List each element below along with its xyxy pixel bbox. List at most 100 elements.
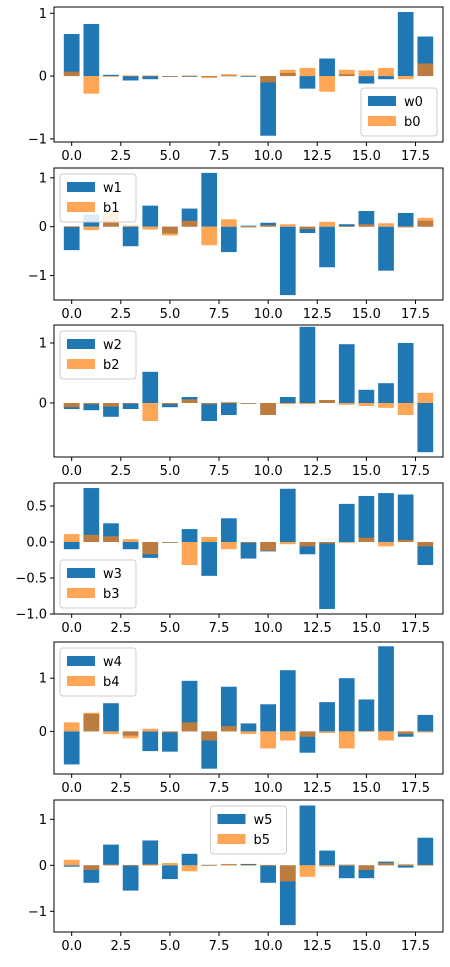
bar-b5-13: [319, 865, 335, 867]
bar-w3-7: [201, 542, 218, 576]
bar-w0-1: [83, 23, 100, 77]
legend-swatch-w0: [368, 96, 396, 106]
bar-b1-11: [279, 224, 296, 227]
xtick-label: 12.5: [303, 781, 332, 796]
bar-b2-16: [378, 403, 394, 408]
axes-frame-4: [53, 641, 444, 775]
bar-b0-2: [103, 76, 119, 77]
xtick-label: 0.0: [61, 781, 82, 796]
bar-b2-2: [103, 403, 119, 407]
legend-label-w1: w1: [103, 181, 122, 196]
axes-frame-1: [53, 167, 444, 301]
ytick-label: 0: [39, 859, 47, 874]
xtick-label: 15.0: [352, 149, 381, 164]
xtick-label: 10.0: [254, 307, 283, 322]
bar-w5-6: [181, 853, 198, 866]
legend-swatch-w3: [67, 568, 95, 578]
bar-b3-9: [240, 542, 257, 543]
bar-w3-1: [83, 488, 100, 543]
xtick-label: 2.5: [110, 464, 131, 479]
bar-w5-5: [162, 865, 178, 880]
ytick-label: 0: [39, 725, 47, 740]
legend-label-w0: w0: [404, 95, 423, 110]
bar-b2-1: [83, 403, 100, 405]
bar-b2-0: [63, 403, 80, 408]
legend-swatch-b1: [67, 202, 95, 212]
bar-w0-3: [122, 76, 139, 81]
bar-b3-17: [397, 539, 414, 543]
bar-w3-0: [63, 542, 80, 550]
ytick-label: −0.5: [15, 572, 47, 587]
legend-label-w2: w2: [103, 338, 122, 353]
bar-b1-10: [260, 225, 277, 227]
axes-frame-3: [53, 482, 444, 615]
xtick-label: 12.5: [303, 464, 332, 479]
legend-label-b3: b3: [103, 587, 120, 602]
bar-w3-13: [319, 542, 335, 609]
legend-swatch-w5: [217, 814, 246, 824]
bar-w3-14: [338, 503, 355, 543]
bar-w4-15: [358, 699, 375, 732]
bar-b5-5: [162, 863, 178, 866]
legend-swatch-w4: [67, 656, 95, 666]
bar-b2-11: [279, 403, 296, 405]
axes-frame-2: [53, 324, 444, 458]
xtick-label: 17.5: [401, 307, 430, 322]
xtick-label: 15.0: [352, 621, 381, 636]
bar-b4-16: [378, 731, 394, 741]
bar-w5-4: [142, 840, 159, 866]
legend-swatch-b5: [217, 834, 246, 844]
xtick-label: 2.5: [110, 621, 131, 636]
axes-frame-0: [53, 6, 444, 143]
bar-b2-5: [162, 403, 178, 405]
xtick-label: 7.5: [209, 621, 230, 636]
bar-b3-8: [220, 542, 237, 550]
bar-b4-10: [260, 731, 277, 749]
bar-w2-17: [397, 343, 414, 403]
bar-b5-3: [122, 864, 139, 866]
bar-w5-18: [417, 837, 434, 866]
ytick-label: 1: [39, 813, 47, 828]
bar-b5-14: [338, 864, 355, 866]
ytick-label: 1: [39, 337, 47, 352]
bar-b0-0: [63, 71, 80, 77]
bar-w5-12: [299, 805, 316, 866]
bar-w0-12: [299, 76, 316, 89]
ytick-label: 0.0: [26, 536, 47, 551]
bar-w2-15: [358, 389, 375, 403]
bar-b3-3: [122, 539, 139, 543]
bar-b0-4: [142, 75, 159, 77]
bar-w0-16: [378, 76, 394, 80]
bar-w2-18: [417, 403, 434, 453]
legend-box: [360, 87, 438, 137]
bar-b5-6: [181, 865, 198, 872]
bar-w2-12: [299, 326, 316, 403]
bar-b3-1: [83, 534, 100, 543]
legend-box: [59, 647, 137, 697]
bar-b2-15: [358, 403, 375, 406]
bar-b2-4: [142, 403, 159, 421]
ytick-label: 0: [39, 220, 47, 235]
xtick-label: 5.0: [160, 307, 181, 322]
xtick-label: 7.5: [209, 149, 230, 164]
bar-w5-0: [63, 865, 80, 867]
bar-w1-12: [299, 226, 316, 234]
bar-w2-1: [83, 403, 100, 411]
bar-b4-3: [122, 731, 139, 739]
ytick-label: 1: [39, 171, 47, 186]
bar-w4-0: [63, 731, 80, 765]
xtick-label: 5.0: [160, 939, 181, 954]
bar-b4-11: [279, 731, 296, 741]
bar-b2-17: [397, 403, 414, 415]
bar-b1-5: [162, 226, 178, 236]
xtick-label: 5.0: [160, 781, 181, 796]
bar-b1-3: [122, 225, 139, 227]
bar-b5-17: [397, 863, 414, 866]
bar-b2-9: [240, 403, 257, 404]
xtick-label: 2.5: [110, 307, 131, 322]
bar-b5-7: [201, 864, 218, 866]
legend-label-b4: b4: [103, 675, 120, 690]
bar-w3-18: [417, 542, 434, 566]
